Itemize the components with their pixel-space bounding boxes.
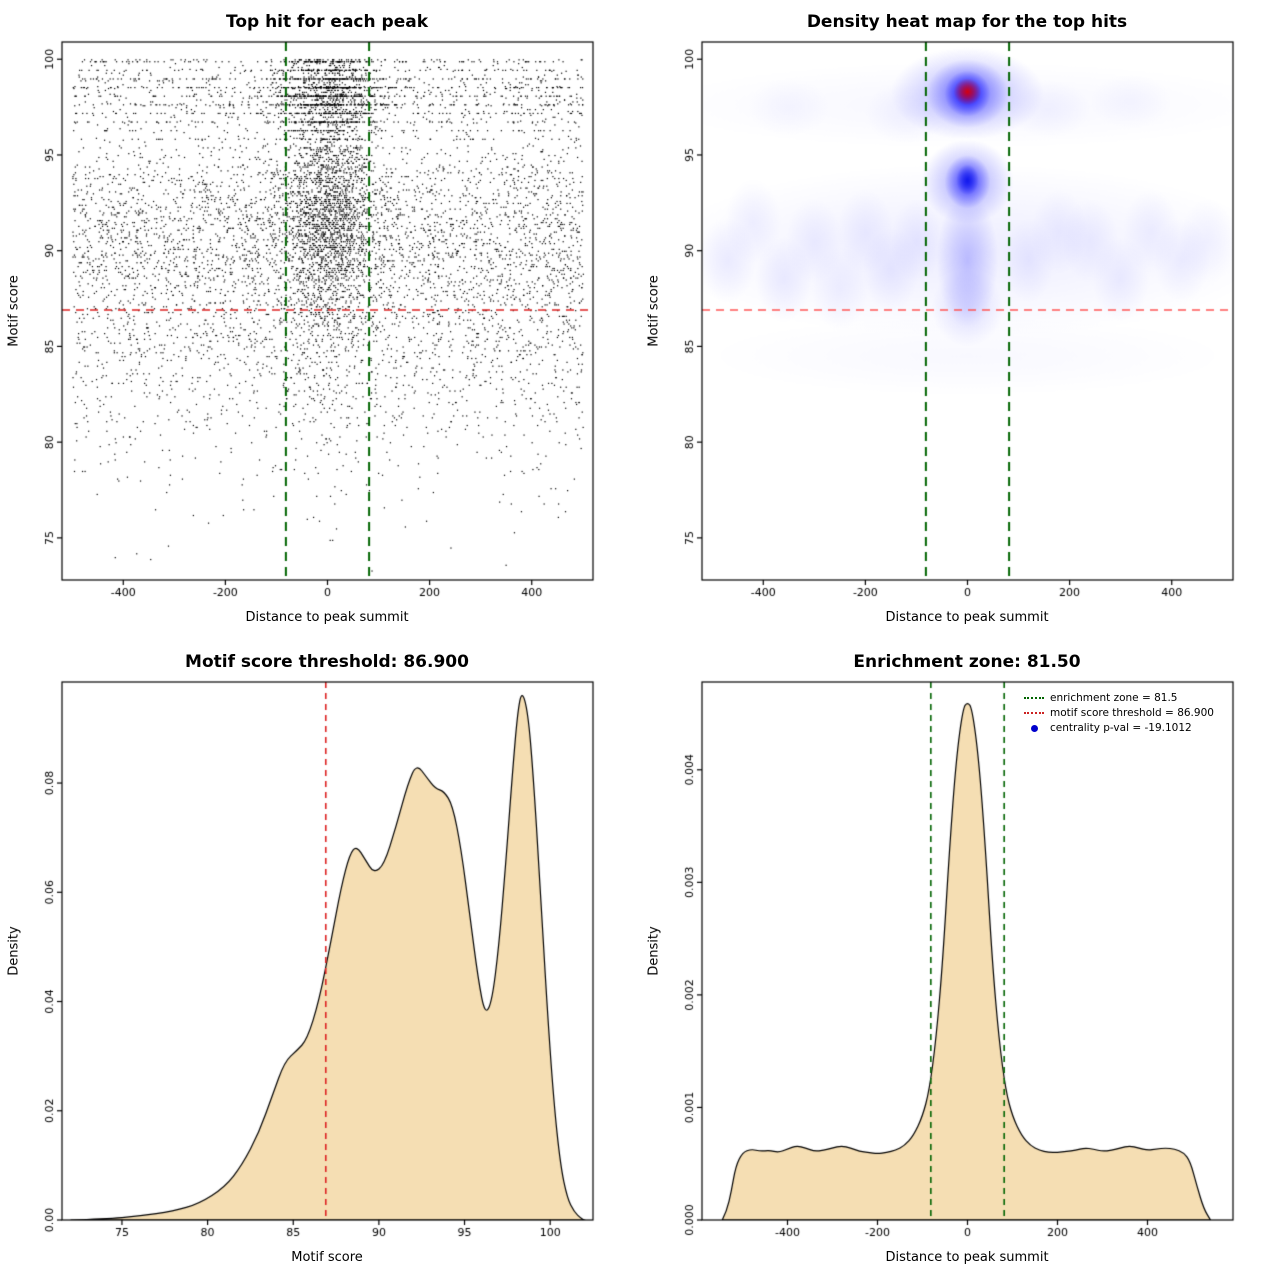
legend-item-enrichment-zone: enrichment zone = 81.5	[1024, 692, 1214, 704]
distance-density-yaxis-label: Density	[646, 926, 662, 976]
plot-legend: enrichment zone = 81.5 motif score thres…	[1024, 692, 1214, 734]
legend-label: centrality p-val = -19.1012	[1050, 722, 1192, 734]
scatter-plot-canvas	[0, 0, 640, 640]
red-dotted-line-icon	[1024, 712, 1044, 714]
distance-density-canvas	[640, 640, 1280, 1280]
legend-item-score-threshold: motif score threshold = 86.900	[1024, 707, 1214, 719]
heatmap-xaxis-label: Distance to peak summit	[885, 610, 1049, 625]
panel-score-density: Motif score threshold: 86.900 Motif scor…	[0, 640, 640, 1280]
legend-item-centrality-pval: centrality p-val = -19.1012	[1024, 722, 1214, 734]
scatter-xaxis-label: Distance to peak summit	[245, 610, 409, 625]
heatmap-plot-canvas	[640, 0, 1280, 640]
score-density-yaxis-label: Density	[6, 926, 22, 976]
scatter-yaxis-label: Motif score	[6, 275, 22, 347]
legend-label: enrichment zone = 81.5	[1050, 692, 1178, 704]
score-density-title: Motif score threshold: 86.900	[185, 652, 469, 672]
score-density-canvas	[0, 640, 640, 1280]
heatmap-yaxis-label: Motif score	[646, 275, 662, 347]
distance-density-xaxis-label: Distance to peak summit	[885, 1250, 1049, 1265]
panel-distance-density: Enrichment zone: 81.50 Distance to peak …	[640, 640, 1280, 1280]
panel-top-hits-scatter: Top hit for each peak Distance to peak s…	[0, 0, 640, 640]
distance-density-title: Enrichment zone: 81.50	[853, 652, 1081, 672]
legend-label: motif score threshold = 86.900	[1050, 707, 1214, 719]
blue-dot-icon	[1024, 724, 1044, 732]
panel-density-heatmap: Density heat map for the top hits Distan…	[640, 0, 1280, 640]
heatmap-plot-title: Density heat map for the top hits	[806, 12, 1128, 32]
scatter-plot-title: Top hit for each peak	[225, 12, 429, 32]
score-density-xaxis-label: Motif score	[291, 1250, 363, 1265]
green-dotted-line-icon	[1024, 697, 1044, 699]
